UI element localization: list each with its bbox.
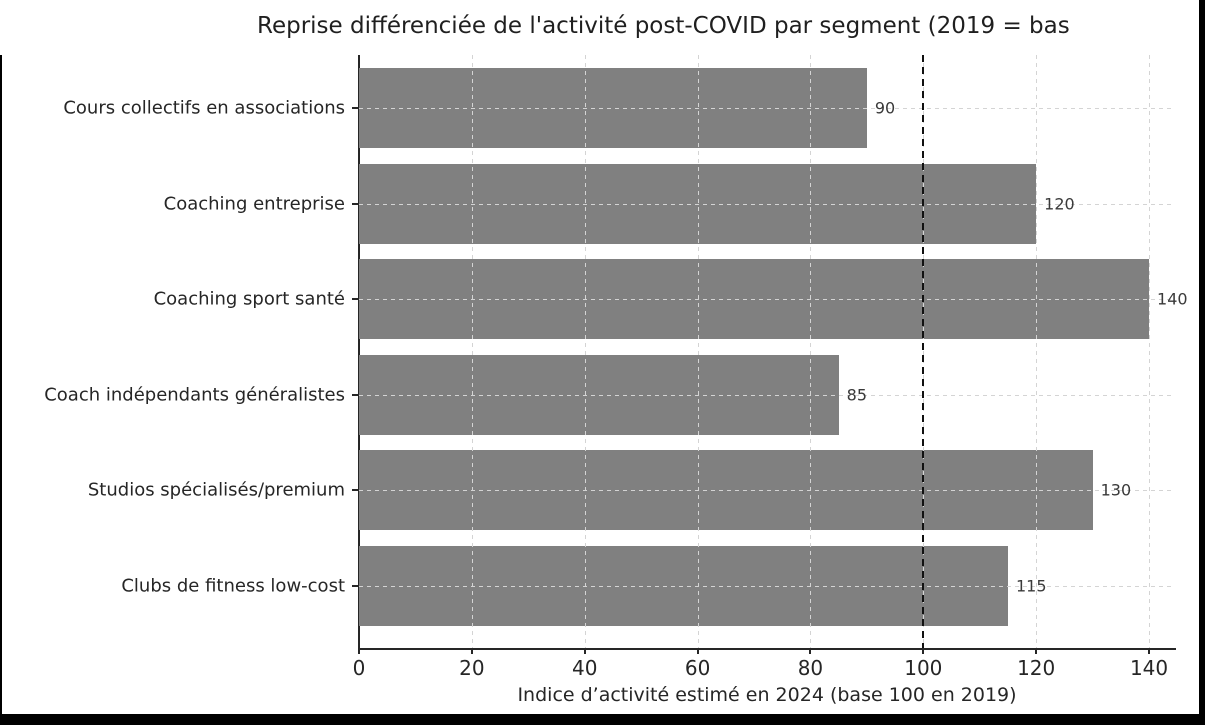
- y-tick-mark: [352, 393, 358, 396]
- grid-line-vertical: [584, 55, 586, 648]
- grid-line-horizontal: [359, 299, 1175, 300]
- screen-border-right: [1199, 0, 1205, 725]
- y-tick-mark: [352, 107, 358, 109]
- grid-line-horizontal: [359, 203, 1175, 205]
- x-axis-spine: [358, 648, 1176, 650]
- x-axis-label: Indice d’activité estimé en 2024 (base 1…: [517, 684, 1017, 706]
- bar-value-label: 90: [874, 98, 896, 118]
- grid-line-horizontal: [359, 394, 1175, 396]
- x-tick-mark: [809, 648, 812, 654]
- category-label: Coaching sport santé: [153, 288, 345, 310]
- x-tick-mark: [1148, 648, 1151, 654]
- x-tick-mark: [1035, 648, 1038, 654]
- grid-line-vertical: [697, 55, 699, 648]
- x-tick-label: 60: [684, 656, 711, 680]
- x-tick-label: 0: [352, 656, 366, 680]
- grid-line-horizontal: [359, 108, 1175, 109]
- category-label: Coach indépendants généralistes: [44, 384, 345, 405]
- x-tick-label: 40: [571, 656, 598, 680]
- bar-value-label: 115: [1015, 576, 1047, 595]
- screen-border-bottom: [0, 714, 1205, 725]
- x-tick-label: 120: [1017, 656, 1056, 680]
- category-label: Coaching entreprise: [163, 193, 345, 214]
- chart-title: Reprise différenciée de l'activité post-…: [257, 13, 1070, 39]
- screen-border-left: [0, 55, 2, 725]
- grid-line-horizontal: [359, 490, 1175, 491]
- x-tick-mark: [696, 648, 699, 654]
- grid-line-vertical: [1149, 55, 1151, 648]
- bar-value-label: 130: [1100, 480, 1132, 500]
- grid-line-vertical: [471, 55, 473, 648]
- y-axis-spine: [358, 55, 360, 649]
- y-tick-mark: [352, 489, 358, 491]
- grid-line-vertical: [810, 55, 812, 648]
- bar-value-label: 85: [846, 385, 868, 404]
- x-tick-mark: [358, 648, 360, 654]
- category-label: Cours collectifs en associations: [63, 97, 345, 119]
- y-tick-mark: [352, 584, 358, 587]
- x-tick-mark: [470, 648, 473, 654]
- x-tick-label: 100: [904, 656, 943, 680]
- x-tick-label: 20: [459, 656, 485, 680]
- category-label: Studios spécialisés/premium: [87, 479, 345, 501]
- x-tick-mark: [583, 648, 586, 654]
- grid-line-vertical: [1036, 55, 1038, 648]
- x-tick-label: 80: [797, 656, 824, 680]
- bar-value-label: 120: [1044, 194, 1075, 213]
- y-tick-mark: [352, 202, 358, 205]
- x-tick-label: 140: [1129, 656, 1169, 680]
- plot-area: 90 120 140 85 130 115: [359, 55, 1188, 648]
- x-tick-mark: [922, 648, 925, 654]
- bar-value-label: 140: [1157, 289, 1188, 309]
- category-label: Clubs de fitness low-cost: [121, 575, 345, 596]
- grid-line-horizontal: [359, 585, 1175, 587]
- reference-line-100: [922, 55, 925, 648]
- y-tick-mark: [352, 298, 358, 300]
